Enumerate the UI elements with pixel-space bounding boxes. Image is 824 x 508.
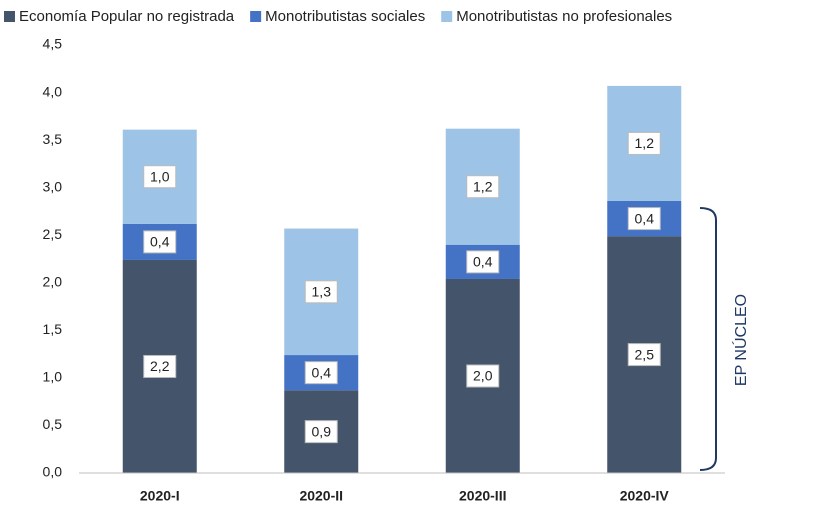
data-label-box — [304, 280, 338, 304]
data-label: 0,9 — [312, 423, 332, 439]
data-label: 1,0 — [150, 168, 170, 184]
data-label: 0,4 — [473, 254, 493, 270]
y-tick-label: 4,0 — [43, 83, 63, 99]
bracket — [699, 207, 717, 471]
x-tick-label: 2020-III — [459, 488, 506, 504]
y-tick-label: 3,0 — [43, 178, 63, 194]
data-label: 1,2 — [635, 135, 655, 151]
data-label-box — [627, 207, 661, 231]
data-label-box — [627, 343, 661, 367]
x-tick-label: 2020-I — [140, 488, 180, 504]
data-label: 2,2 — [150, 358, 170, 374]
y-tick-label: 0,0 — [43, 464, 63, 480]
data-label: 2,5 — [635, 346, 655, 362]
y-tick-label: 1,5 — [43, 321, 63, 337]
legend-label: Monotributistas no profesionales — [456, 8, 672, 25]
data-label: 1,3 — [312, 284, 332, 300]
y-tick-label: 2,5 — [43, 226, 63, 242]
data-label-box — [143, 165, 177, 189]
data-label: 0,4 — [312, 364, 332, 380]
y-tick-label: 1,0 — [43, 369, 63, 385]
data-label: 2,0 — [473, 368, 493, 384]
data-label-box — [466, 175, 500, 199]
data-label-box — [143, 354, 177, 378]
x-tick-label: 2020-IV — [620, 488, 670, 504]
data-label: 0,4 — [150, 234, 170, 250]
legend-label: Monotributistas sociales — [265, 8, 425, 25]
data-label-box — [466, 364, 500, 388]
data-label-box — [304, 361, 338, 385]
data-label-box — [627, 131, 661, 155]
data-label-box — [304, 420, 338, 444]
legend-swatch — [4, 11, 15, 22]
legend-swatch — [250, 11, 262, 22]
data-label: 0,4 — [635, 210, 655, 226]
legend-label: Economía Popular no registrada — [19, 8, 235, 25]
legend: Economía Popular no registrada Monotribut… — [4, 8, 672, 25]
y-tick-label: 2,0 — [43, 273, 63, 289]
annotation: EP NÚCLEO — [731, 294, 750, 386]
data-label-box — [143, 230, 177, 254]
legend-swatch — [441, 11, 453, 22]
x-tick-label: 2020-II — [299, 488, 343, 504]
data-label: 1,2 — [473, 178, 493, 194]
y-tick-label: 0,5 — [43, 416, 63, 432]
data-label-box — [466, 250, 500, 274]
y-tick-label: 4,5 — [43, 36, 63, 52]
y-tick-label: 3,5 — [43, 131, 63, 147]
